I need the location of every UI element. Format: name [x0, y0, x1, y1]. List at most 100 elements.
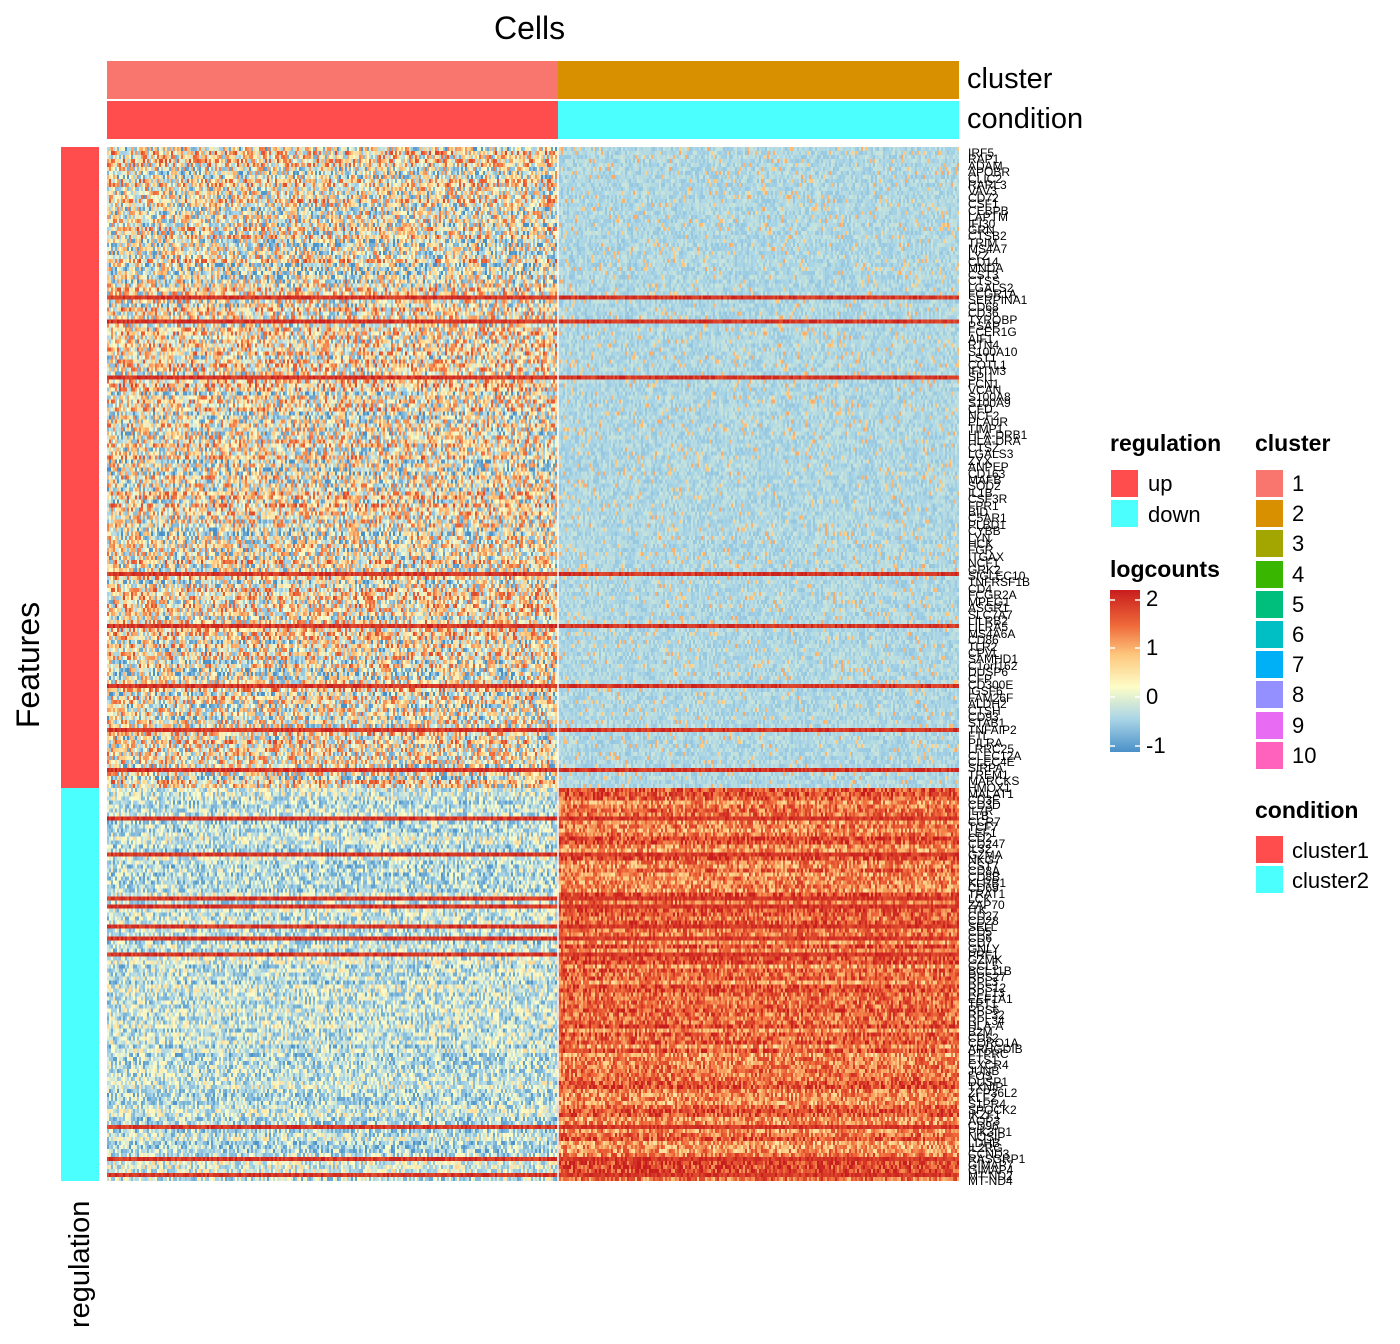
gene-label: FAM26F — [968, 690, 1014, 705]
gene-label: STAB1 — [968, 716, 1006, 731]
gene-label: CD14 — [968, 254, 999, 269]
gene-label: S1PR4 — [968, 1096, 1007, 1111]
gene-label: CD8B — [968, 870, 1001, 885]
gene-label: CXCR4 — [968, 1058, 1009, 1073]
gene-label: SERPINA1 — [968, 293, 1028, 308]
gene-label: CFD — [968, 402, 993, 417]
legend-swatch-cluster2 — [1256, 866, 1283, 893]
legend-swatch-cluster-5 — [1256, 590, 1283, 618]
gene-label: AIF1 — [968, 331, 994, 346]
gene-label: GIMAP7 — [968, 1157, 1014, 1172]
legend-swatch-cluster-4 — [1256, 560, 1283, 588]
gene-label: LAPTM — [968, 210, 1009, 225]
gene-label: CD86 — [968, 633, 999, 648]
condition-annotation-segment-1 — [107, 101, 558, 139]
gene-label: TCF7 — [968, 820, 998, 835]
gene-label: TNFRSF1B — [968, 575, 1031, 590]
gene-label: IFI30 — [968, 216, 996, 231]
gene-label: BID — [968, 504, 989, 519]
gene-label: TLR2 — [968, 639, 998, 654]
legend-label-cluster-7: 7 — [1292, 652, 1305, 678]
gene-label: NKG7 — [968, 853, 1001, 868]
row-annotation — [61, 147, 99, 1181]
legend-label-down: down — [1148, 502, 1201, 527]
gene-label: ARHGDIB — [968, 1041, 1023, 1056]
gene-label: CD4 — [968, 581, 993, 596]
gene-label: RPS27 — [968, 969, 1007, 984]
logcounts-colorbar — [1110, 590, 1140, 752]
colorbar-tick-2: 2 — [1146, 586, 1159, 611]
legend-label-cluster2: cluster2 — [1292, 868, 1370, 893]
gene-label: CD163 — [968, 466, 1006, 481]
legend-label-cluster-6: 6 — [1292, 622, 1305, 647]
cluster-legend-title: cluster — [1255, 430, 1331, 456]
heatmap-body — [107, 147, 959, 1181]
gene-label: NCF2 — [968, 408, 1000, 423]
gene-label: MS4A6A — [968, 626, 1016, 641]
gene-label: PRF1 — [968, 947, 999, 962]
gene-label: HCK — [968, 537, 994, 551]
gene-label: CD2 — [968, 831, 993, 846]
gene-label: MS4A7 — [968, 242, 1008, 257]
gene-label: FCER1G — [968, 325, 1017, 340]
regulation-segment-up — [61, 147, 99, 788]
legend-swatch-cluster-2 — [1256, 500, 1283, 528]
gene-label: MNDA — [968, 261, 1004, 276]
gene-label: SPI1 — [968, 370, 995, 385]
gene-label: LEF1 — [968, 825, 997, 840]
legend-label-cluster-10: 10 — [1292, 742, 1317, 768]
colorbar-tick-neg1: -1 — [1146, 733, 1166, 758]
gene-label: S100A8 — [968, 389, 1011, 404]
gene-label: MALAT1 — [968, 787, 1014, 801]
gene-label: CD28 — [968, 914, 999, 929]
condition-annotation-label: condition — [967, 103, 1084, 135]
gene-label: SIRPA — [968, 761, 1004, 776]
gene-label: SOD2 — [968, 479, 1001, 494]
gene-label: FCGR2A — [968, 588, 1017, 603]
gene-label: PLBD1 — [968, 517, 1007, 532]
gene-label: ETS1 — [968, 1052, 999, 1067]
gene-label: RPL34 — [968, 1013, 1005, 1028]
gene-label: TRAT1 — [968, 886, 1006, 901]
gene-label: CD72 — [968, 190, 999, 205]
gene-label: LGALS2 — [968, 280, 1014, 295]
gene-label: CD300E — [968, 678, 1014, 693]
gene-label: CD36 — [968, 306, 999, 321]
gene-label: LYZ — [968, 248, 990, 263]
gene-label: ZAP70 — [968, 897, 1005, 912]
gene-label: CD69 — [968, 881, 999, 896]
gene-label: KLRB1 — [968, 875, 1007, 890]
gene-label: NOSIP — [968, 1130, 1006, 1145]
gene-label: RPL32 — [968, 1008, 1005, 1023]
gene-label: LDHB — [968, 1135, 1001, 1150]
gene-label: KLF2 — [968, 1091, 997, 1106]
gene-label: RPL3 — [968, 975, 999, 990]
condition-legend-title: condition — [1255, 797, 1359, 823]
gene-label: ASGR1 — [968, 601, 1009, 616]
legend-swatch-cluster1 — [1256, 836, 1283, 863]
gene-label: CFP — [968, 671, 992, 686]
gene-label: MPEG1 — [968, 594, 1011, 609]
colorbar-tick-0: 0 — [1146, 684, 1159, 709]
gene-label: PLAUR — [968, 415, 1009, 430]
gene-label: CD247 — [968, 836, 1006, 851]
gene-label: FTL — [968, 729, 990, 744]
legend-label-up: up — [1148, 471, 1173, 496]
gene-label: DUSP6 — [968, 665, 1009, 680]
gene-label: MAFB — [968, 472, 1002, 487]
gene-label: GZMK — [968, 953, 1003, 968]
gene-label: LTB — [968, 809, 990, 824]
colorbar-gradient — [1110, 590, 1140, 752]
condition-annotation-segment-2 — [558, 101, 959, 139]
gene-label: RPS6 — [968, 1002, 1000, 1017]
y-axis-label: Features — [10, 601, 46, 729]
regulation-legend-title: regulation — [1110, 430, 1222, 456]
gene-label: CTSZ — [968, 440, 1000, 455]
legend-label-cluster-1: 1 — [1292, 471, 1305, 496]
gene-label: GRN — [968, 222, 995, 237]
column-annotations — [107, 61, 959, 139]
gene-label: RARL3 — [968, 178, 1007, 193]
gene-label: GRK2 — [968, 562, 1001, 577]
legend-swatch-cluster-3 — [1256, 530, 1283, 558]
gene-label: TXNIP — [968, 1080, 1004, 1095]
